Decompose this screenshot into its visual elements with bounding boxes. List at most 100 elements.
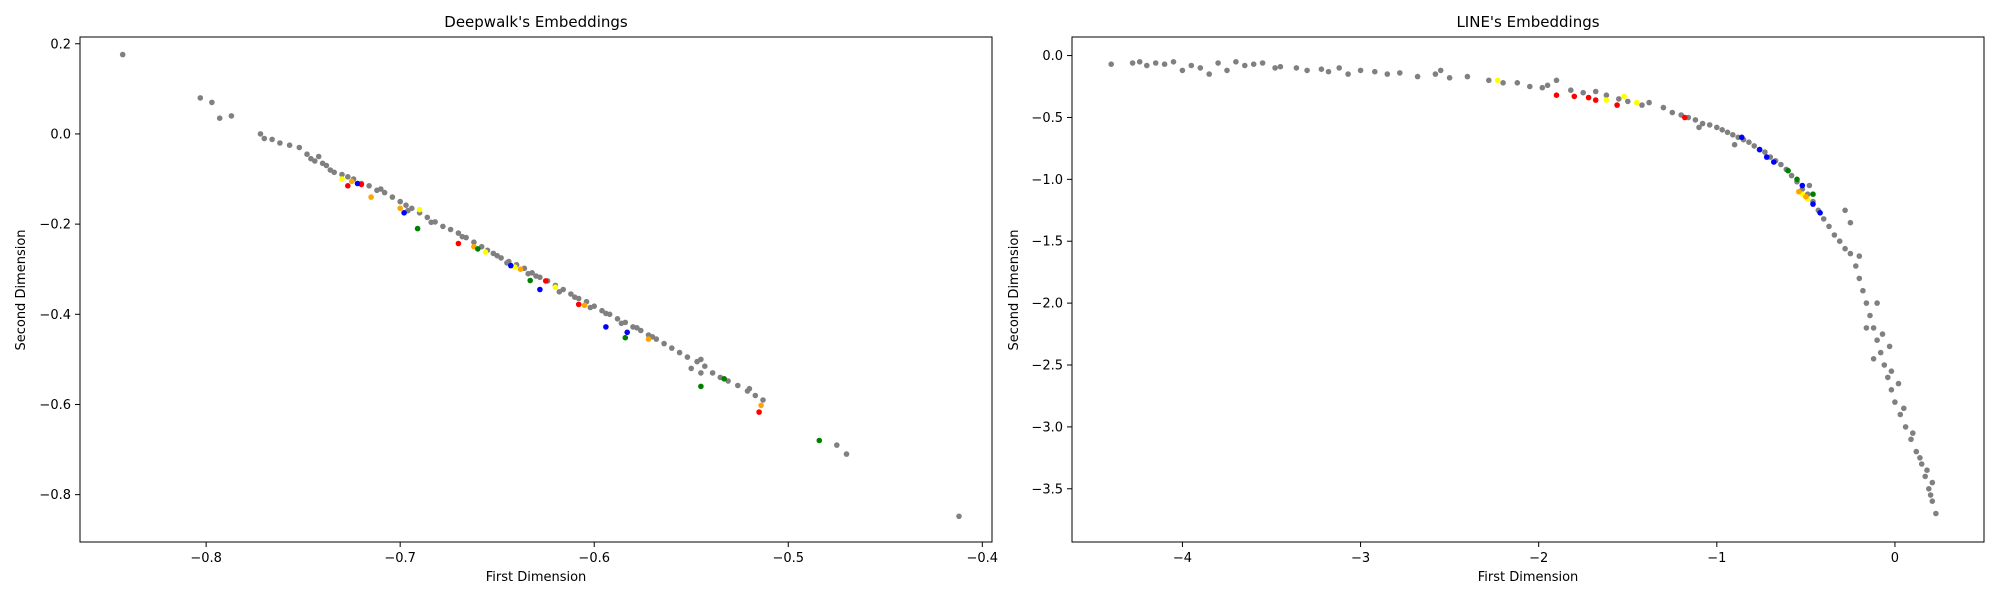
data-point-line-series-0 xyxy=(1646,99,1652,106)
y-tick-label-line: −2.5 xyxy=(1031,359,1063,374)
data-point-deepwalk-series-3 xyxy=(756,409,762,415)
data-point-line-series-0 xyxy=(1719,127,1725,133)
data-point-deepwalk-series-5 xyxy=(414,225,421,232)
data-point-deepwalk-series-0 xyxy=(381,189,388,196)
data-point-line-series-0 xyxy=(1224,67,1230,74)
data-point-line-series-0 xyxy=(1917,455,1923,461)
data-point-deepwalk-series-0 xyxy=(843,451,850,457)
data-point-deepwalk-series-0 xyxy=(599,307,605,314)
data-point-line-series-0 xyxy=(1910,430,1916,436)
data-point-deepwalk-series-0 xyxy=(447,226,454,233)
data-point-deepwalk-series-5 xyxy=(475,246,481,252)
data-point-line-series-0 xyxy=(1867,312,1873,319)
data-point-line-series-0 xyxy=(1437,67,1444,74)
data-point-deepwalk-series-0 xyxy=(688,365,694,372)
data-point-deepwalk-series-0 xyxy=(834,442,840,448)
data-point-line-series-0 xyxy=(1929,498,1936,505)
data-point-line-series-0 xyxy=(1144,62,1150,69)
x-tick-label-line: −2 xyxy=(1529,551,1548,566)
data-point-line-series-0 xyxy=(1724,129,1731,136)
data-point-line-series-3 xyxy=(1756,146,1763,153)
data-point-line-series-0 xyxy=(1179,67,1186,74)
data-point-line-series-0 xyxy=(1870,356,1877,362)
data-point-deepwalk-series-0 xyxy=(525,270,531,277)
data-point-line-series-0 xyxy=(1901,405,1907,412)
data-point-line-series-0 xyxy=(1877,349,1884,356)
data-point-line-series-0 xyxy=(1357,67,1364,74)
data-point-line-series-0 xyxy=(1820,216,1827,222)
data-point-line-series-0 xyxy=(1345,71,1351,77)
data-point-deepwalk-series-0 xyxy=(424,214,431,221)
data-point-line-series-0 xyxy=(1625,98,1631,105)
data-point-line-series-0 xyxy=(1714,124,1720,131)
data-point-line-series-0 xyxy=(1842,207,1848,214)
data-point-line-series-0 xyxy=(1706,122,1713,128)
x-axis-label-deepwalk: First Dimension xyxy=(486,570,587,585)
data-point-line-series-5 xyxy=(1796,188,1802,195)
data-point-line-series-0 xyxy=(1879,331,1886,337)
data-point-deepwalk-series-4 xyxy=(354,180,361,187)
data-point-deepwalk-series-2 xyxy=(416,206,423,213)
y-tick-label-line: −3.0 xyxy=(1031,420,1063,435)
data-point-line-series-0 xyxy=(1250,61,1257,67)
data-point-deepwalk-series-0 xyxy=(209,99,215,106)
data-point-line-series-0 xyxy=(1616,96,1622,102)
data-point-line-series-0 xyxy=(1414,73,1421,80)
data-point-line-series-0 xyxy=(1927,492,1934,498)
data-point-line-series-0 xyxy=(1242,62,1248,69)
y-tick-label-line: −1.0 xyxy=(1031,173,1063,188)
data-point-line-series-1 xyxy=(1621,93,1627,100)
data-point-deepwalk-series-0 xyxy=(261,135,268,142)
data-point-line-series-0 xyxy=(1826,223,1832,230)
data-point-line-series-0 xyxy=(1293,65,1300,71)
data-point-deepwalk-series-0 xyxy=(746,385,753,392)
data-point-line-series-0 xyxy=(1762,149,1768,155)
data-point-line-series-0 xyxy=(1272,65,1278,71)
points-line xyxy=(1108,59,1939,517)
data-point-deepwalk-series-0 xyxy=(676,349,683,356)
data-point-deepwalk-series-0 xyxy=(956,513,962,520)
data-point-line-series-0 xyxy=(1888,387,1895,393)
data-point-line-series-0 xyxy=(1108,61,1114,67)
y-tick-label-deepwalk: −0.8 xyxy=(39,488,71,503)
y-tick-label-line: −2.0 xyxy=(1031,297,1063,312)
data-point-deepwalk-series-5 xyxy=(721,376,727,382)
data-point-line-series-0 xyxy=(1730,132,1736,138)
data-point-deepwalk-series-1 xyxy=(581,302,588,309)
data-point-line-series-4 xyxy=(1785,167,1791,174)
data-point-line-series-0 xyxy=(1696,124,1702,131)
y-tick-label-deepwalk: 0.2 xyxy=(50,37,71,52)
data-point-deepwalk-series-0 xyxy=(471,239,477,245)
ticks-deepwalk: −0.8 −0.7 −0.6 −0.5 −0.4 0.2 0.0 −0.2 −0.4 −0.6 −0… xyxy=(39,37,998,566)
data-point-deepwalk-series-0 xyxy=(197,95,204,101)
data-point-deepwalk-series-1 xyxy=(368,194,374,200)
data-point-deepwalk-series-0 xyxy=(296,144,303,151)
data-point-deepwalk-series-1 xyxy=(758,402,764,409)
data-point-line-series-0 xyxy=(1384,71,1391,77)
data-point-deepwalk-series-0 xyxy=(345,174,351,180)
x-tick-label-deepwalk: −0.8 xyxy=(190,551,222,566)
y-tick-label-line: −0.5 xyxy=(1031,111,1063,126)
data-point-deepwalk-series-0 xyxy=(669,345,675,351)
data-point-line-series-0 xyxy=(1527,83,1533,90)
data-point-line-series-2 xyxy=(1571,93,1578,100)
data-point-line-series-0 xyxy=(1933,510,1939,517)
data-point-line-series-0 xyxy=(1831,232,1838,238)
data-point-line-series-0 xyxy=(1432,71,1439,77)
data-point-line-series-0 xyxy=(1639,102,1645,108)
panel-deepwalk: Deepwalk's Embeddings First Dimension Se… xyxy=(14,13,998,585)
chart-title-line: LINE's Embeddings xyxy=(1456,13,1599,31)
data-point-deepwalk-series-0 xyxy=(378,186,384,192)
data-point-line-series-0 xyxy=(1215,60,1221,66)
data-point-line-series-0 xyxy=(1892,399,1898,405)
data-point-line-series-0 xyxy=(1788,172,1795,179)
x-tick-label-deepwalk: −0.5 xyxy=(772,551,804,566)
data-point-line-series-0 xyxy=(1544,82,1551,89)
data-point-deepwalk-series-0 xyxy=(323,162,330,169)
data-point-deepwalk-series-1 xyxy=(397,205,404,212)
data-point-line-series-0 xyxy=(1197,65,1204,71)
data-point-deepwalk-series-0 xyxy=(286,142,293,148)
data-point-line-series-5 xyxy=(1803,193,1809,200)
data-point-line-series-0 xyxy=(1922,473,1928,480)
